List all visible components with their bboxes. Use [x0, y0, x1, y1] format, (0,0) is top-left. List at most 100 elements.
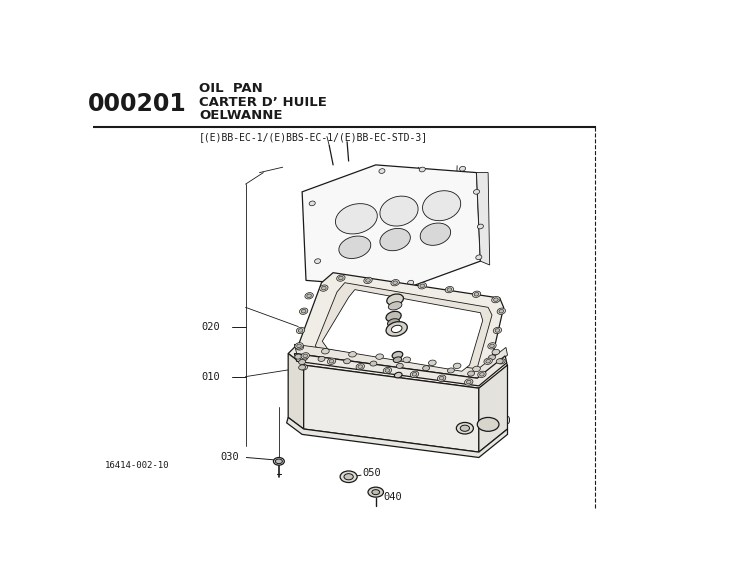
Ellipse shape: [369, 283, 375, 288]
Polygon shape: [476, 173, 490, 265]
Ellipse shape: [480, 372, 484, 376]
Ellipse shape: [393, 357, 402, 363]
Ellipse shape: [473, 366, 481, 372]
Ellipse shape: [299, 365, 305, 370]
Ellipse shape: [383, 367, 392, 374]
Polygon shape: [294, 344, 507, 378]
Ellipse shape: [460, 425, 470, 431]
Polygon shape: [315, 283, 492, 376]
Polygon shape: [296, 273, 504, 383]
Ellipse shape: [356, 363, 365, 370]
Ellipse shape: [495, 329, 500, 332]
Ellipse shape: [380, 228, 410, 251]
Ellipse shape: [366, 279, 370, 282]
Ellipse shape: [488, 343, 496, 349]
Ellipse shape: [340, 471, 357, 483]
Ellipse shape: [322, 348, 329, 354]
Ellipse shape: [445, 287, 453, 293]
Ellipse shape: [392, 351, 403, 359]
Text: 020: 020: [201, 321, 220, 332]
Polygon shape: [288, 353, 304, 429]
Polygon shape: [478, 365, 507, 452]
Polygon shape: [302, 165, 481, 288]
Ellipse shape: [329, 359, 334, 363]
Ellipse shape: [498, 359, 505, 364]
Ellipse shape: [392, 325, 402, 332]
Ellipse shape: [447, 368, 455, 373]
Text: [(E)BB-EC-1/(E)BBS-EC-1/(E)BB-EC-STD-3]: [(E)BB-EC-1/(E)BBS-EC-1/(E)BB-EC-STD-3]: [199, 132, 428, 142]
Ellipse shape: [493, 327, 502, 333]
Ellipse shape: [421, 223, 451, 245]
Ellipse shape: [395, 372, 402, 378]
Ellipse shape: [344, 474, 353, 480]
Ellipse shape: [386, 311, 401, 322]
Ellipse shape: [490, 344, 494, 348]
Ellipse shape: [296, 327, 305, 333]
Ellipse shape: [474, 292, 478, 296]
Text: 16414-002-10: 16414-002-10: [105, 462, 169, 470]
Ellipse shape: [473, 291, 481, 297]
Ellipse shape: [410, 371, 419, 378]
Ellipse shape: [493, 298, 498, 301]
Ellipse shape: [303, 354, 308, 358]
Text: 050: 050: [363, 468, 381, 478]
Ellipse shape: [296, 344, 302, 348]
Ellipse shape: [358, 365, 363, 368]
Ellipse shape: [477, 224, 484, 229]
Polygon shape: [288, 346, 507, 388]
Ellipse shape: [387, 294, 403, 305]
Polygon shape: [294, 353, 507, 386]
Text: 010: 010: [201, 372, 220, 382]
Ellipse shape: [368, 487, 383, 497]
Ellipse shape: [339, 236, 371, 259]
Ellipse shape: [499, 309, 504, 313]
Ellipse shape: [492, 296, 500, 303]
Ellipse shape: [364, 277, 372, 284]
Ellipse shape: [339, 276, 343, 280]
Ellipse shape: [301, 353, 309, 359]
Ellipse shape: [273, 458, 285, 465]
Ellipse shape: [299, 359, 305, 364]
Polygon shape: [322, 289, 483, 371]
Ellipse shape: [300, 355, 308, 361]
Ellipse shape: [322, 287, 326, 290]
Ellipse shape: [300, 365, 308, 370]
Ellipse shape: [385, 369, 389, 372]
Ellipse shape: [295, 343, 303, 349]
Ellipse shape: [447, 288, 452, 291]
Text: 040: 040: [383, 492, 402, 502]
Ellipse shape: [314, 259, 321, 264]
Ellipse shape: [343, 359, 351, 364]
Ellipse shape: [459, 166, 466, 171]
Ellipse shape: [296, 345, 304, 350]
Text: CARTER D’ HUILE: CARTER D’ HUILE: [199, 96, 327, 109]
Ellipse shape: [318, 356, 325, 362]
Ellipse shape: [396, 363, 403, 368]
Ellipse shape: [478, 371, 486, 378]
Ellipse shape: [276, 459, 282, 464]
Text: 060: 060: [368, 319, 387, 329]
Ellipse shape: [464, 379, 473, 385]
Ellipse shape: [418, 283, 426, 289]
Ellipse shape: [307, 294, 311, 297]
Ellipse shape: [476, 255, 482, 260]
Ellipse shape: [372, 490, 380, 495]
Ellipse shape: [467, 371, 475, 376]
Ellipse shape: [305, 293, 314, 299]
Ellipse shape: [420, 284, 424, 288]
Ellipse shape: [370, 361, 377, 366]
Ellipse shape: [389, 301, 402, 310]
Ellipse shape: [319, 285, 328, 291]
Ellipse shape: [423, 190, 461, 221]
Ellipse shape: [298, 329, 303, 332]
Ellipse shape: [388, 319, 400, 327]
Ellipse shape: [439, 376, 444, 380]
Ellipse shape: [408, 280, 414, 285]
Text: 040: 040: [493, 416, 511, 426]
Ellipse shape: [438, 375, 446, 382]
Ellipse shape: [484, 358, 493, 364]
Ellipse shape: [467, 380, 471, 384]
Text: 080: 080: [418, 289, 437, 299]
Ellipse shape: [486, 359, 490, 363]
Ellipse shape: [403, 357, 411, 363]
